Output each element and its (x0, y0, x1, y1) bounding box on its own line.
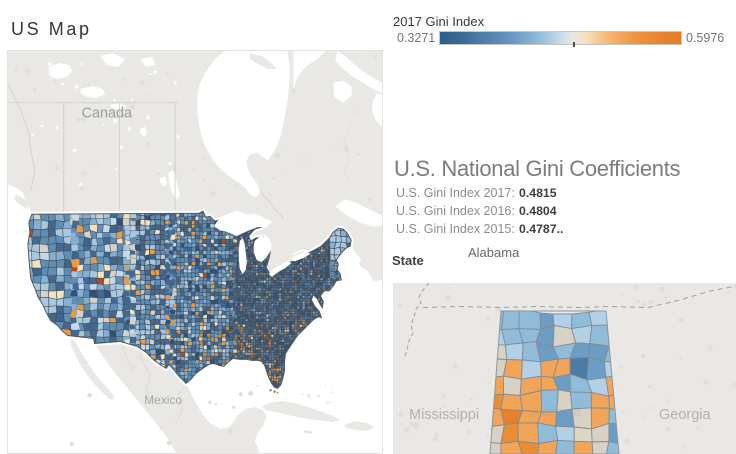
svg-text:Mississippi: Mississippi (409, 407, 479, 423)
svg-text:Mexico: Mexico (144, 393, 182, 407)
svg-text:Canada: Canada (82, 106, 133, 122)
svg-text:Georgia: Georgia (659, 407, 712, 423)
svg-text:Alabama: Alabama (531, 405, 580, 419)
